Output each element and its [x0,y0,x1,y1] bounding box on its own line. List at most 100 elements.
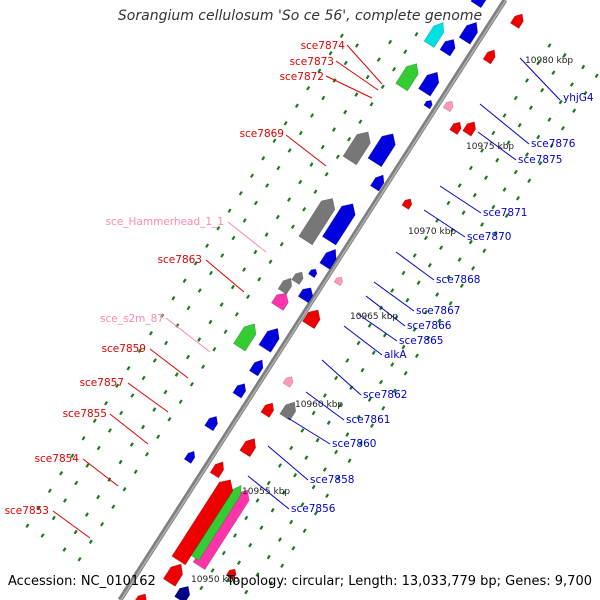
tick-mark [347,136,352,142]
gene-feature-arrow [239,438,257,458]
gene-label-left[interactable]: sce7863 [158,254,202,266]
tick-mark [358,119,363,125]
tick-mark [233,533,238,538]
leader-line [395,251,435,281]
gene-label-right[interactable]: yhjG4 [563,92,594,104]
gene-label-left[interactable]: sce7857 [80,377,124,389]
tick-mark [248,542,253,548]
gene-label-left[interactable]: sce7872 [280,71,324,83]
gene-label-right[interactable]: sce7861 [346,414,390,426]
gene-label-right[interactable]: sce7860 [332,438,376,450]
tick-mark [244,589,249,595]
scale-labels: 10980 kbp 10975 kbp 10970 kbp 10965 kbp … [191,56,573,585]
gene-label-right[interactable]: alkA [384,349,407,361]
gene-feature-arrow [258,327,280,353]
reverse-gene-labels: yhjG4 sce7876 sce7875 sce7871 sce7870 sc… [291,92,594,515]
tick-mark [277,463,282,468]
leader-line [247,475,290,510]
gene-features [135,0,524,600]
tick-mark [298,130,303,136]
tick-mark [379,379,384,385]
tick-mark [358,440,363,446]
tick-mark [502,113,507,118]
gene-label-right[interactable]: sce7856 [291,503,336,515]
gene-label-right[interactable]: sce7858 [310,474,354,486]
gene-label-right[interactable]: sce7862 [363,389,407,401]
rna-label-left[interactable]: sce_Hammerhead_1_1 [106,216,224,228]
leader-line [305,391,345,421]
tick-mark [141,375,146,381]
leader-line [109,413,149,445]
tick-mark [197,288,202,293]
label-leader-lines [52,44,561,539]
tick-mark [111,504,116,510]
tick-mark [315,437,320,443]
tick-mark [536,60,541,66]
tick-mark [244,515,249,521]
tick-mark [388,39,393,45]
tick-mark [569,82,574,87]
leader-line [82,458,119,487]
tick-mark [414,31,419,37]
tick-mark [280,563,285,569]
tick-mark [538,160,543,166]
gene-label-left[interactable]: sce7873 [290,56,334,68]
tick-mark [205,243,210,249]
gene-label-left[interactable]: sce7874 [301,40,346,52]
tick-mark [272,138,277,144]
tick-mark [412,253,417,258]
tick-mark [81,435,86,441]
gene-feature-arrow [302,309,321,330]
tick-mark [482,248,487,254]
tick-mark [506,140,511,145]
tick-mark [317,68,322,74]
gene-label-right[interactable]: sce7876 [531,138,576,150]
gene-label-left[interactable]: sce7859 [102,343,146,355]
rna-label-left[interactable]: sce_s2m_87 [100,313,164,325]
gene-feature-arrow [367,133,396,168]
tick-mark [403,370,408,376]
tick-mark [423,309,428,315]
gene-label-left[interactable]: sce7853 [5,505,49,517]
tick-mark [220,253,225,258]
tick-mark [96,445,101,451]
tick-mark [230,284,235,290]
leader-line [357,313,398,342]
tick-mark [268,259,273,265]
tick-mark [562,52,567,58]
gene-label-left[interactable]: sce7855 [63,408,107,420]
gene-feature-arrow [204,416,218,432]
gene-label-right[interactable]: sce7867 [416,305,460,317]
tick-mark [356,340,361,346]
leader-line [149,348,189,379]
gene-label-right[interactable]: sce7866 [407,320,452,332]
tick-mark [174,372,179,377]
tick-mark [334,449,339,455]
tick-mark [289,519,294,525]
tick-mark [343,60,348,66]
tick-mark [130,393,135,398]
tick-mark [250,173,255,179]
leader-line [165,317,211,353]
gene-feature-arrow [449,121,462,136]
tick-mark [96,494,101,500]
gene-label-right[interactable]: sce7870 [467,231,511,243]
tick-mark [338,402,343,408]
tick-mark [525,78,530,83]
gene-label-left[interactable]: sce7869 [240,128,284,140]
gene-feature-arrow [174,585,191,600]
tick-mark [335,154,340,160]
genome-backbone [117,0,508,600]
tick-mark [281,490,286,495]
gene-label-right[interactable]: sce7871 [483,207,527,219]
gene-label-right[interactable]: sce7868 [436,274,480,286]
gene-label-left[interactable]: sce7854 [35,453,80,465]
gene-label-right[interactable]: sce7875 [518,154,562,166]
tick-mark [277,537,282,542]
tick-mark [264,232,269,237]
tick-mark [334,375,339,381]
gene-label-right[interactable]: sce7865 [399,335,443,347]
accession-text: Accession: NC_010162 [8,574,156,589]
gene-feature-arrow [297,287,314,304]
tick-mark [540,87,545,93]
